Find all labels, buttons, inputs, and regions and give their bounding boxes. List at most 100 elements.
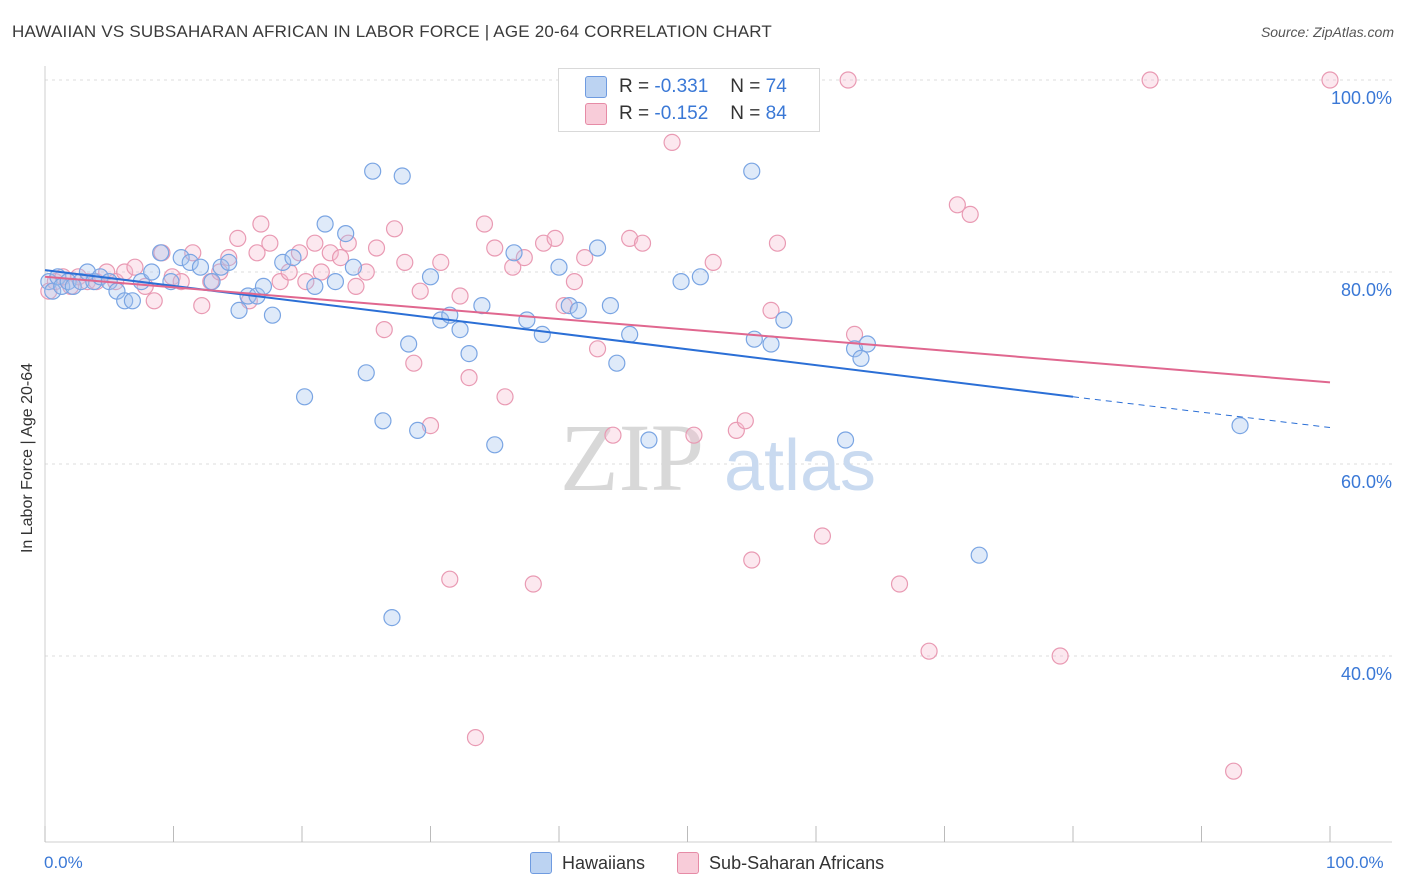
subsaharan-point: [441, 570, 459, 588]
hawaiian-point: [672, 273, 690, 291]
subsaharan-point: [339, 234, 357, 252]
subsaharan-point: [1051, 647, 1069, 665]
hawaiian-point: [852, 349, 870, 367]
y-tick-label: 40.0%: [1341, 664, 1392, 684]
hawaiian-point: [284, 249, 302, 267]
hawaiian-trendline-extension: [1072, 396, 1331, 429]
legend-item-hawaiians: Hawaiians: [530, 852, 645, 874]
hawaiian-point: [306, 277, 324, 295]
hawaiian-point: [364, 162, 382, 180]
legend-n-label: N =: [730, 76, 761, 97]
subsaharan-point: [248, 244, 266, 262]
gridlines: [45, 79, 1392, 657]
hawaiian-point: [486, 436, 504, 454]
subsaharan-point: [193, 297, 211, 315]
hawaiian-point: [970, 546, 988, 564]
hawaiian-point: [409, 421, 427, 439]
subsaharan-point: [663, 133, 681, 151]
subsaharan-point: [633, 234, 652, 252]
y-tick-label: 80.0%: [1341, 280, 1392, 300]
chart-title: HAWAIIAN VS SUBSAHARAN AFRICAN IN LABOR …: [12, 22, 773, 41]
subsaharan-point: [357, 263, 375, 281]
hawaiian-point: [745, 330, 763, 348]
subsaharan-point: [588, 340, 607, 358]
hawaiian-point: [533, 325, 551, 343]
hawaiian-point: [518, 311, 536, 329]
hawaiian-point: [743, 162, 761, 180]
hawaiian-point: [762, 335, 780, 353]
subsaharan-point: [331, 249, 350, 267]
hawaiian-point: [230, 301, 248, 319]
legend-label-hawaiians: Hawaiians: [562, 852, 646, 873]
legend-r-label: R =: [619, 76, 650, 97]
hawaiian-point: [383, 608, 401, 627]
subsaharan-point: [704, 253, 722, 271]
subsaharan-point: [839, 71, 857, 89]
subsaharan-point: [451, 287, 469, 305]
y-axis-label: In Labor Force | Age 20-64: [19, 362, 36, 554]
hawaiian-point: [775, 311, 793, 329]
hawaiian-point: [421, 268, 440, 286]
hawaiian-point: [393, 167, 411, 185]
subsaharan-point: [40, 282, 58, 300]
hawaiian-point: [295, 388, 314, 406]
legend-n-value: 74: [765, 76, 787, 97]
subsaharan-point: [961, 205, 979, 223]
hawaiian-point: [172, 249, 190, 267]
hawaiian-point: [374, 412, 392, 430]
subsaharan-point: [604, 426, 622, 444]
legend-label-subsaharan: Sub-Saharan Africans: [709, 852, 885, 873]
hawaiian-point: [181, 253, 199, 271]
subsaharan-point: [306, 234, 324, 252]
subsaharan-point: [515, 249, 533, 267]
hawaiian-point: [326, 273, 345, 291]
subsaharan-point: [432, 253, 450, 271]
hawaiian-point: [123, 292, 141, 310]
hawaiian-point: [845, 340, 864, 358]
subsaharan-point: [475, 215, 494, 233]
subsaharan-point: [546, 229, 564, 247]
legend-row-hawaiians: R = -0.331 N = 74: [585, 74, 787, 100]
subsaharan-point: [396, 253, 414, 271]
legend-swatch-pink: [585, 103, 607, 125]
hawaiian-point: [254, 277, 273, 295]
subsaharan-point: [375, 321, 393, 339]
legend-r-label: R =: [619, 103, 650, 124]
hawaiian-point: [569, 301, 587, 319]
subsaharan-point: [565, 273, 584, 291]
hawaiian-point: [220, 253, 238, 271]
x-tick-label-max: 100.0%: [1326, 853, 1384, 872]
hawaiian-point: [337, 225, 355, 243]
hawaiian-point: [357, 364, 375, 382]
correlation-legend: R = -0.331 N = 74 R = -0.152 N = 84: [558, 68, 820, 132]
subsaharan-point: [460, 369, 478, 387]
subsaharan-point: [948, 196, 966, 214]
hawaiian-point: [640, 431, 658, 449]
hawaiian-point: [451, 321, 469, 339]
hawaiian-point: [460, 345, 478, 363]
hawaiian-point: [274, 253, 292, 271]
series-legend: Hawaiians Sub-Saharan Africans: [530, 852, 916, 874]
hawaiian-point: [143, 263, 161, 281]
hawaiian-point: [505, 244, 523, 262]
subsaharan-point: [762, 301, 780, 319]
hawaiian-point: [400, 335, 418, 353]
subsaharan-point: [347, 277, 365, 295]
subsaharan-point: [466, 728, 485, 747]
subsaharan-point: [1141, 71, 1159, 89]
subsaharan-point: [768, 234, 787, 252]
hawaiian-point: [836, 431, 855, 449]
subsaharan-point: [621, 229, 639, 247]
subsaharan-point: [736, 412, 754, 430]
legend-r-value: -0.331: [654, 76, 709, 97]
subsaharan-point: [261, 234, 279, 252]
watermark-zip: ZIP: [560, 404, 704, 511]
subsaharan-point: [229, 229, 247, 247]
subsaharan-point: [524, 575, 542, 593]
subsaharan-point: [145, 292, 163, 310]
hawaiian-point: [601, 297, 620, 315]
x-tick-label-min: 0.0%: [44, 853, 83, 872]
subsaharan-point: [126, 258, 144, 276]
subsaharan-point: [496, 388, 514, 406]
